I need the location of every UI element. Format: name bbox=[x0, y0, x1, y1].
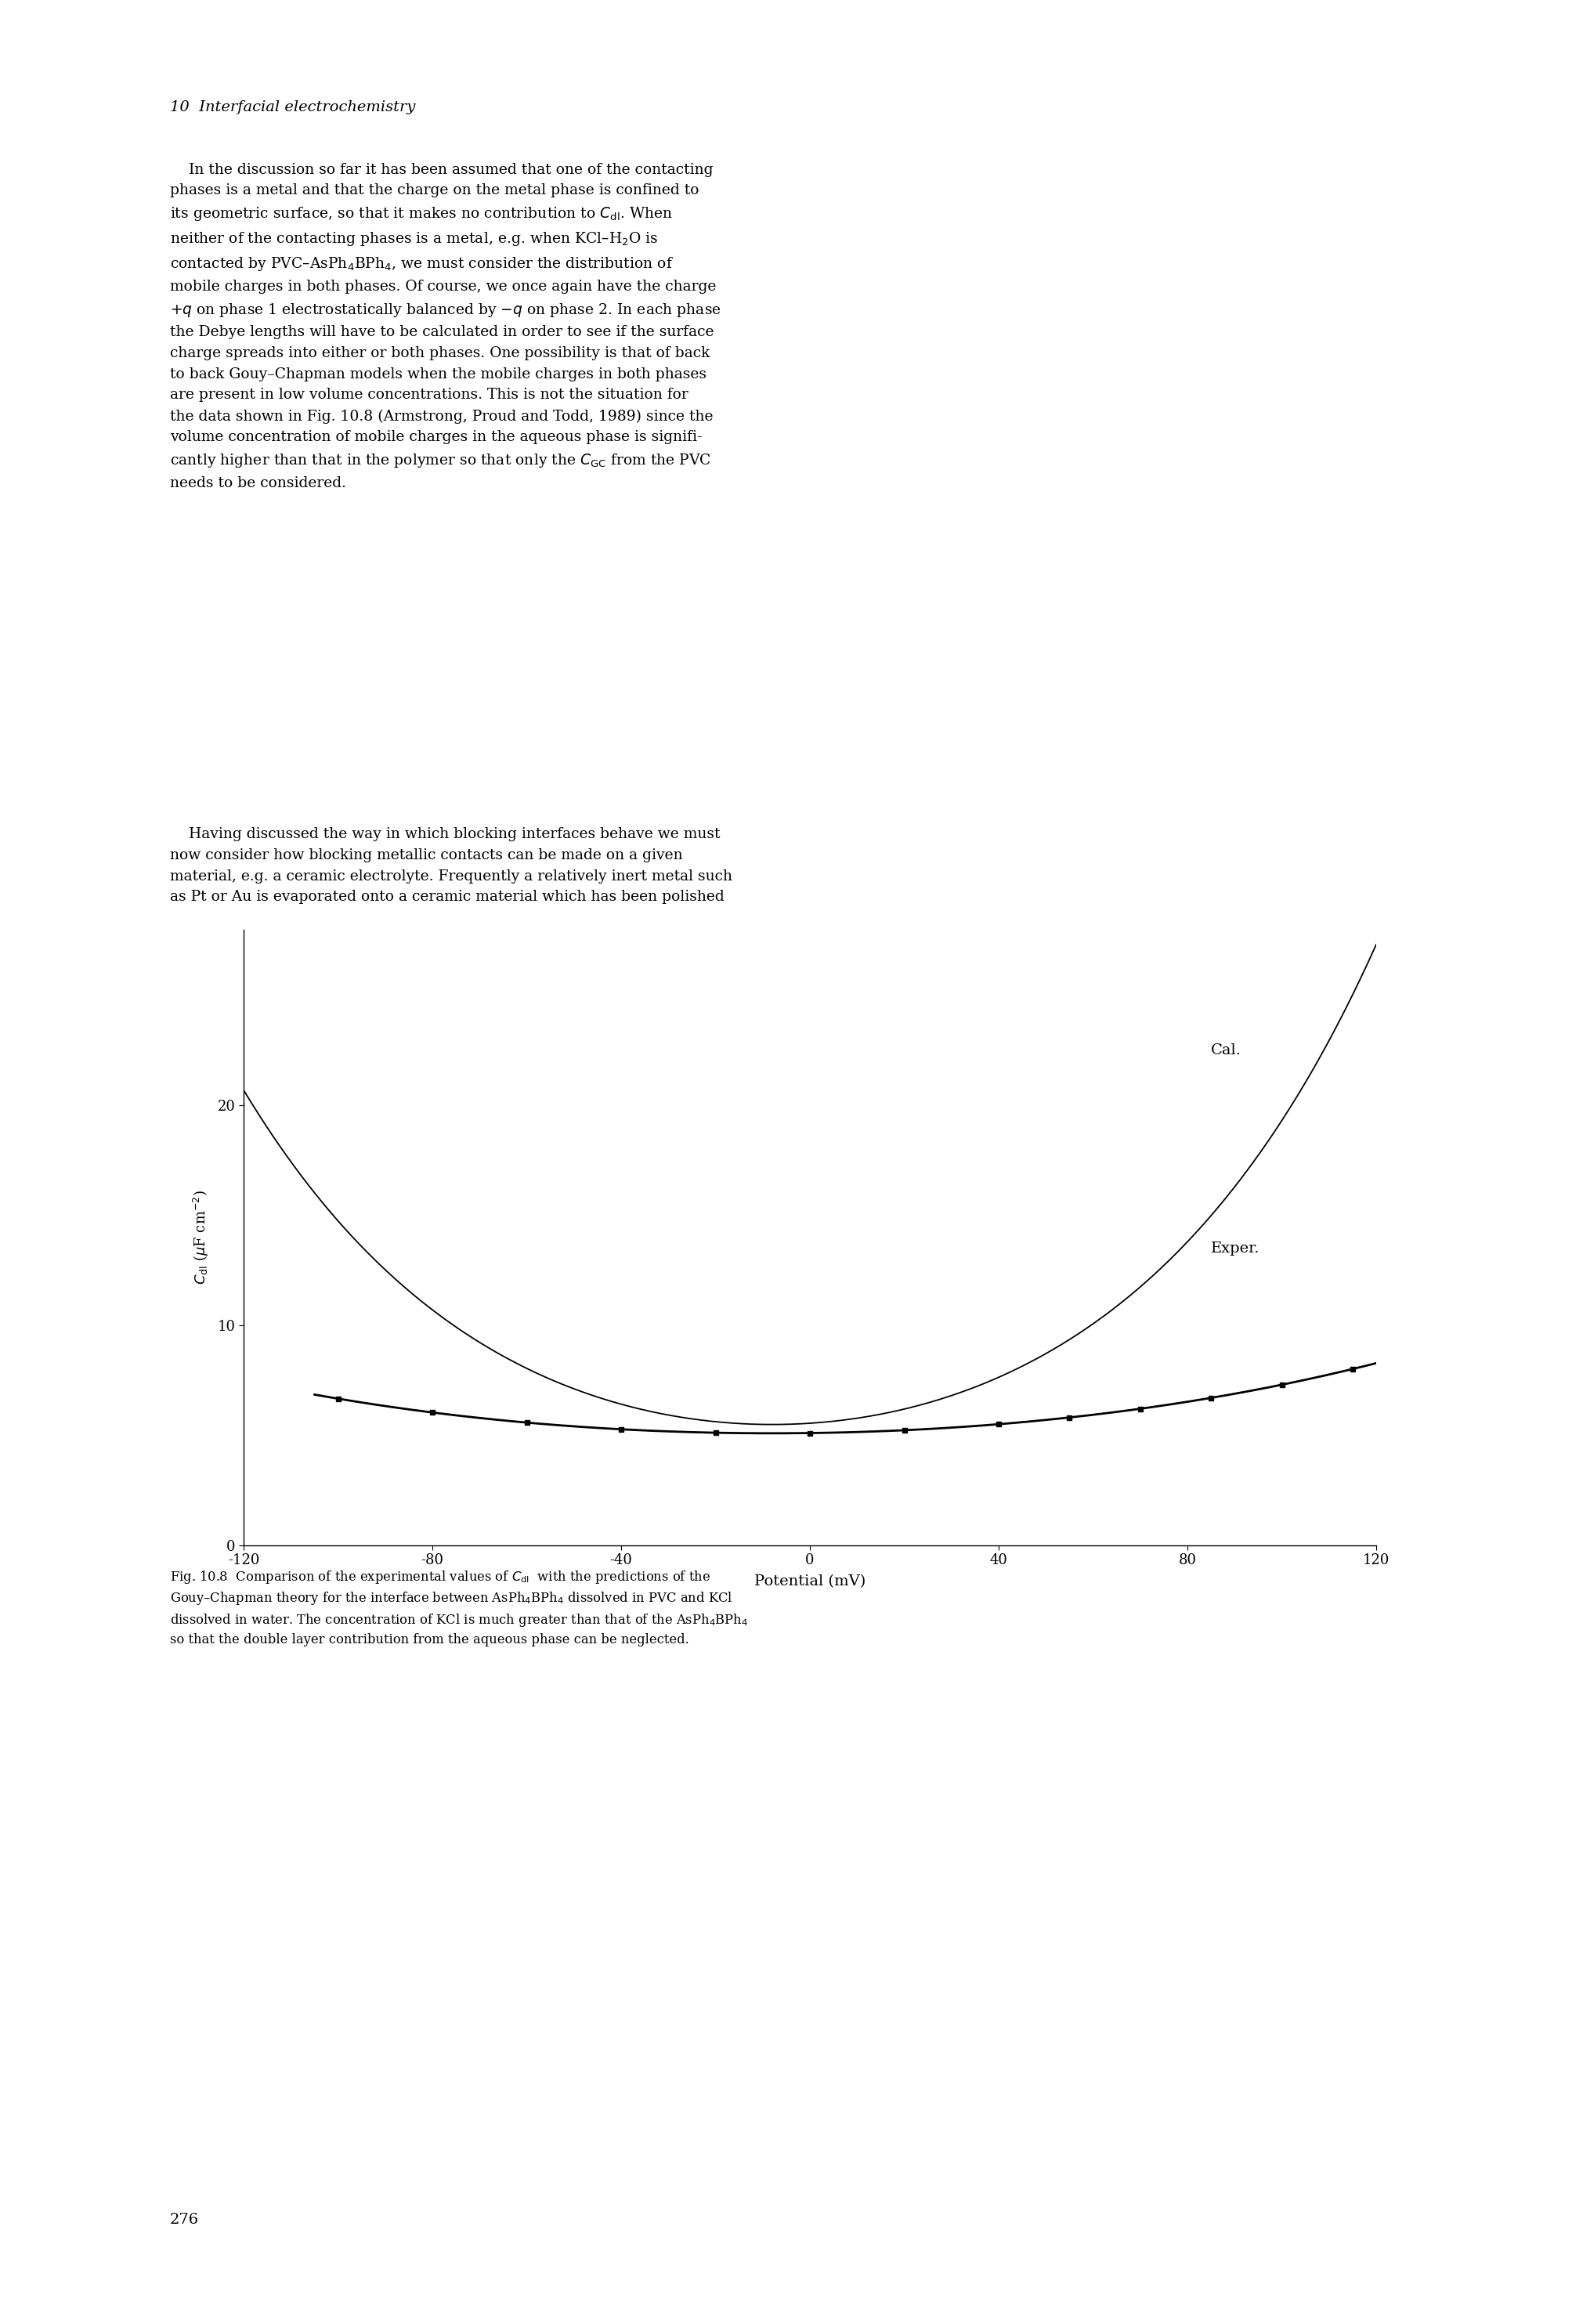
Text: Having discussed the way in which blocking interfaces behave we must
now conside: Having discussed the way in which blocki… bbox=[170, 827, 733, 904]
Text: Exper.: Exper. bbox=[1210, 1241, 1259, 1255]
Text: Cal.: Cal. bbox=[1210, 1043, 1240, 1057]
Text: 10  Interfacial electrochemistry: 10 Interfacial electrochemistry bbox=[170, 100, 415, 114]
Text: 276: 276 bbox=[170, 2212, 198, 2226]
Text: In the discussion so far it has been assumed that one of the contacting
phases i: In the discussion so far it has been ass… bbox=[170, 163, 720, 490]
Y-axis label: $C_\mathrm{dl}$ ($\mu$F cm$^{-2}$): $C_\mathrm{dl}$ ($\mu$F cm$^{-2}$) bbox=[192, 1190, 211, 1285]
X-axis label: Potential (mV): Potential (mV) bbox=[755, 1573, 865, 1587]
Text: Fig. 10.8  Comparison of the experimental values of $C_\mathrm{dl}$  with the pr: Fig. 10.8 Comparison of the experimental… bbox=[170, 1569, 748, 1645]
